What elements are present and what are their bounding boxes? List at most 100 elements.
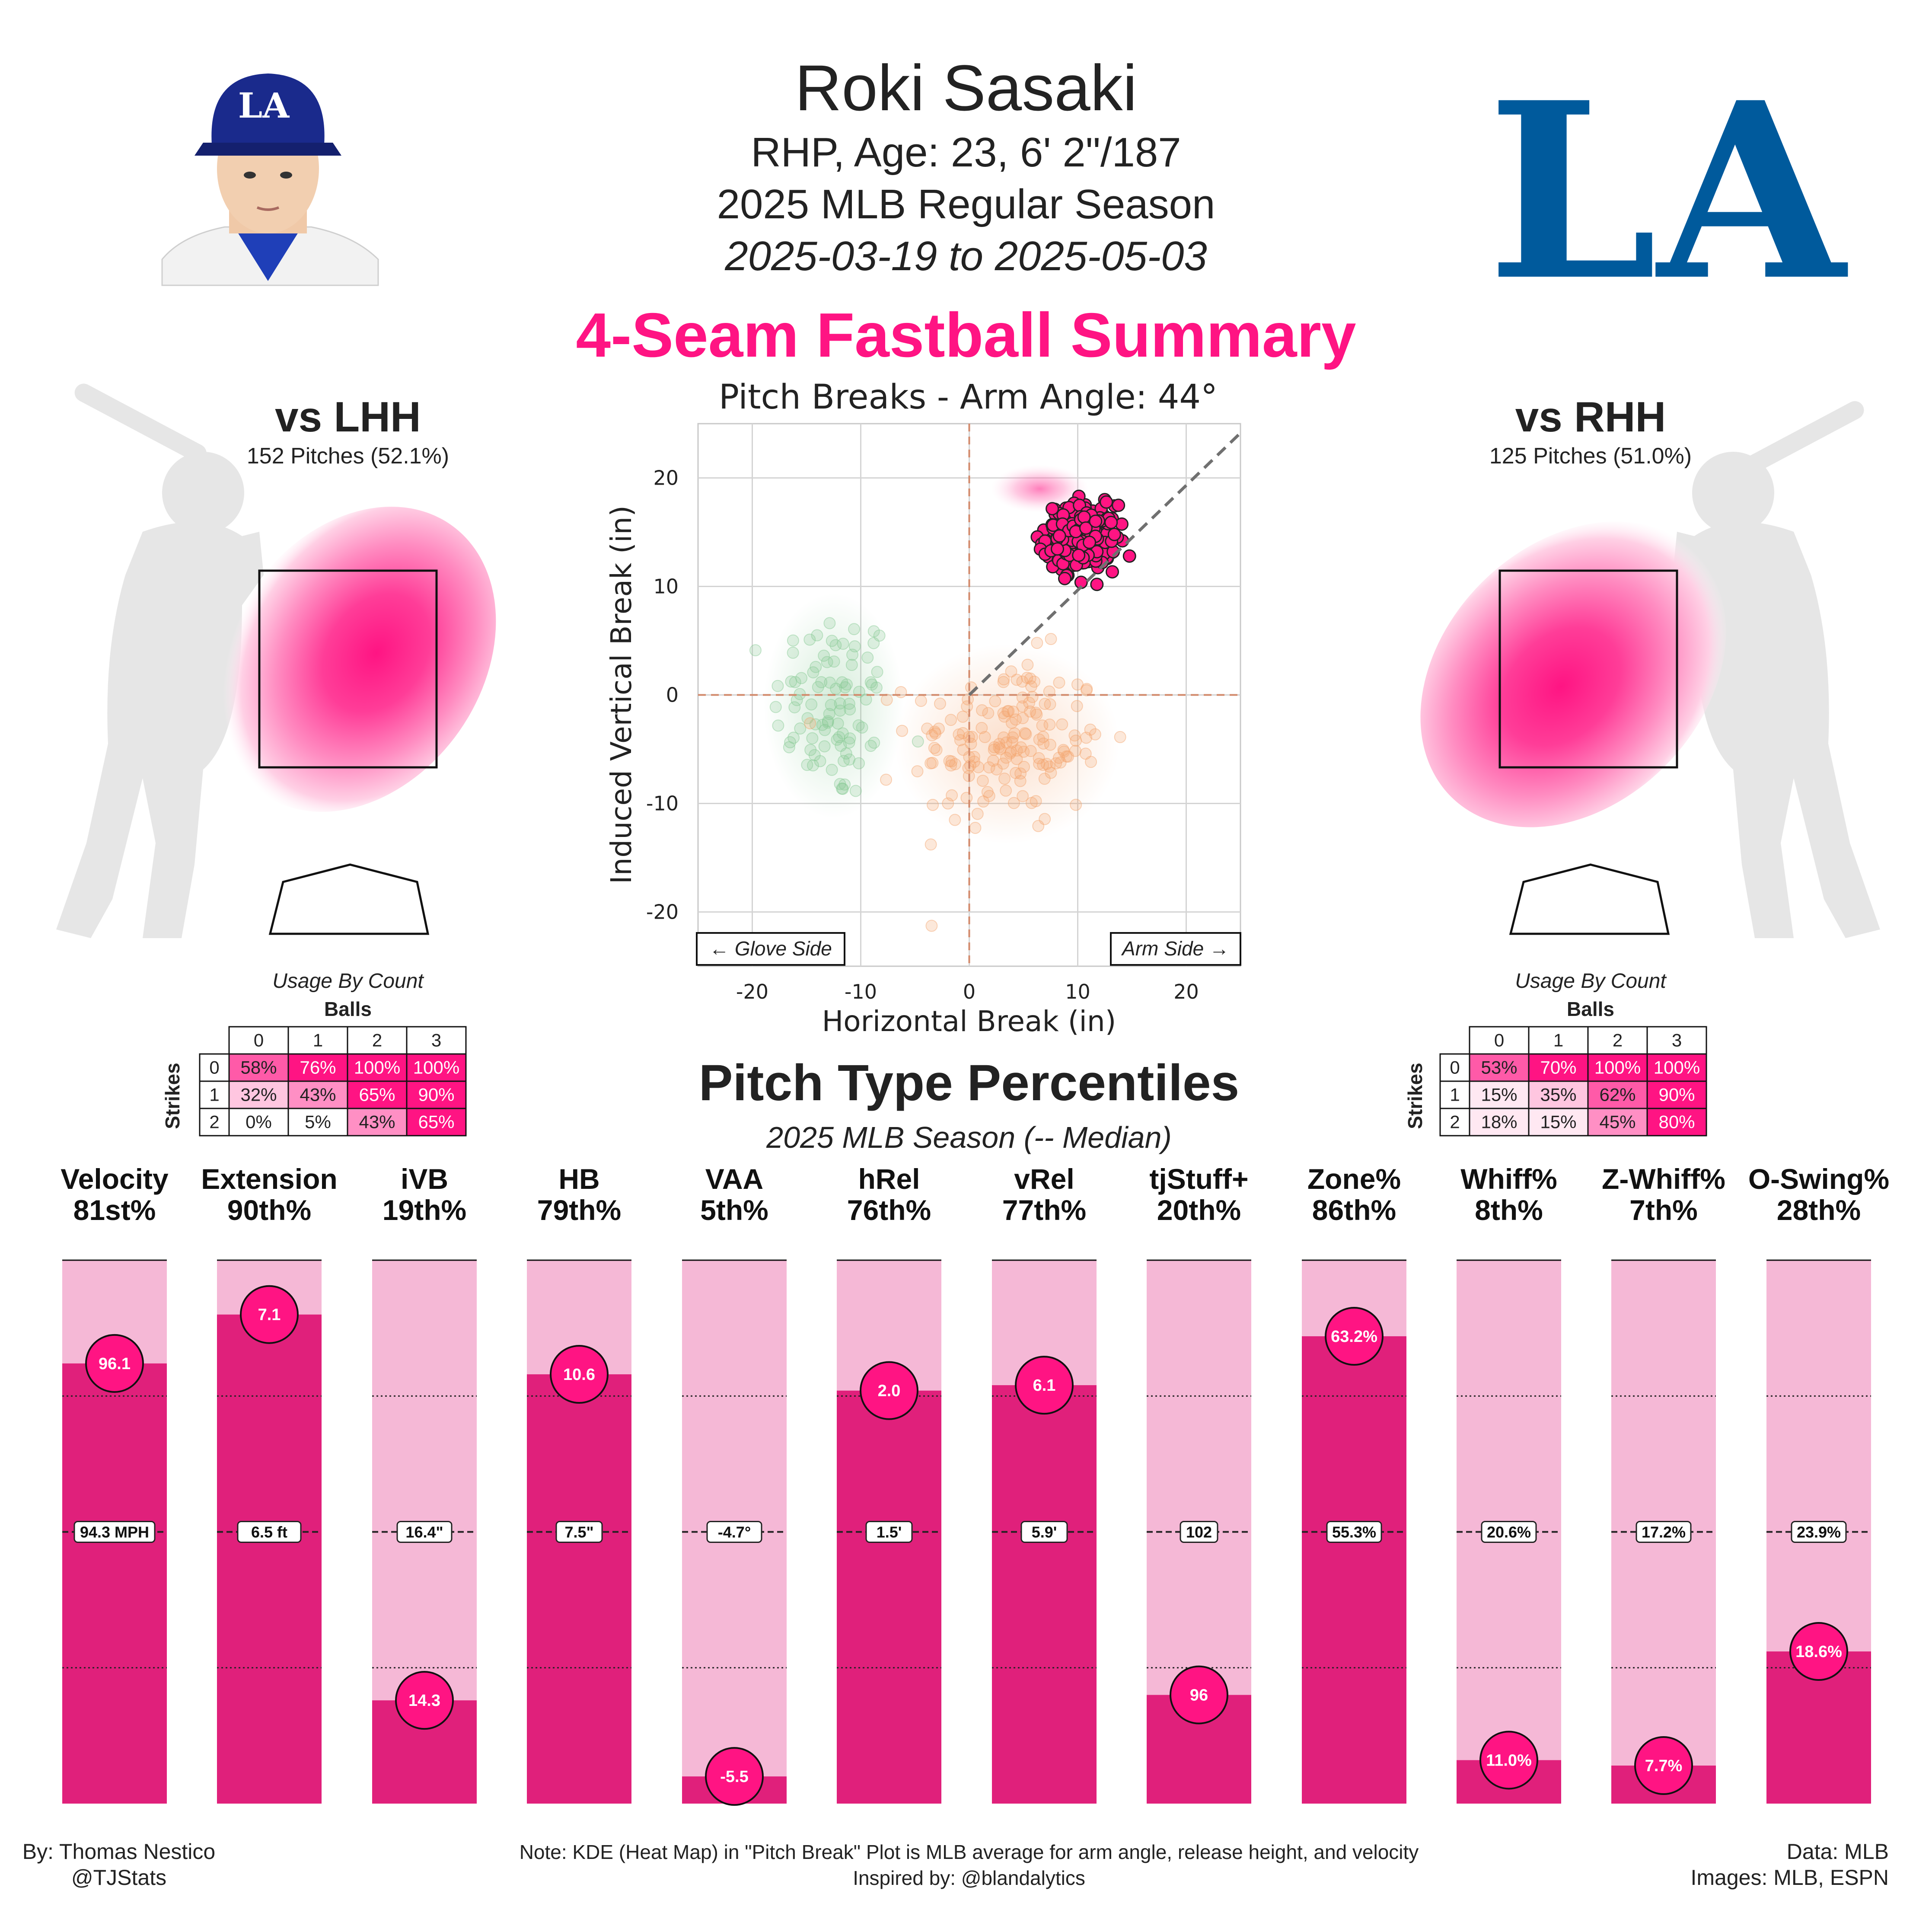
scatter-point-fastball: [1112, 498, 1125, 512]
scatter-point-other: [1005, 716, 1018, 729]
scatter-point-other: [1000, 784, 1012, 797]
usage-balls-tick: 2: [372, 1030, 382, 1050]
scatter-point-other: [1033, 733, 1046, 746]
scatter-point-other: [1025, 680, 1038, 693]
scatter-point-other: [809, 718, 822, 731]
scatter-points: [749, 489, 1136, 932]
metric-percentile: 79th%: [537, 1194, 621, 1226]
scatter-point-other: [825, 699, 837, 711]
scatter-point-other: [1080, 731, 1093, 744]
scatter-point-other: [925, 757, 937, 770]
scatter-point-other: [836, 676, 848, 689]
usage-cell: [1469, 1108, 1530, 1137]
usage-cell-value: 76%: [300, 1057, 336, 1077]
scatter-point-other: [1017, 712, 1029, 725]
rhh-usage-title: Usage By Count: [1515, 970, 1667, 993]
scatter-point-other: [843, 736, 855, 749]
scatter-point-other: [1044, 698, 1056, 711]
bar-fill: [1302, 1336, 1406, 1804]
scatter-point-other: [1018, 760, 1030, 773]
scatter-point-other: [826, 763, 838, 776]
scatter-point-other: [1039, 813, 1051, 825]
scatter-point-other: [1071, 700, 1083, 712]
scatter-point-other: [836, 782, 849, 795]
lhh-usage-table: 0 1 2 3 0 58% 76% 100% 100% 1 32% 43% 65% 90% 2 0% 5% 43%…: [199, 1026, 467, 1137]
scatter-point-other: [1005, 665, 1017, 678]
scatter-point-other: [994, 743, 1007, 755]
arm-side-box: Arm Side →: [1110, 932, 1241, 966]
mlb-average-kde: [991, 465, 1089, 513]
usage-cell: [347, 1080, 408, 1109]
scatter-ylabel: Induced Vertical Break (in): [605, 505, 638, 884]
scatter-point-fastball: [1077, 510, 1091, 524]
rhh-pitch-count: 125 Pitches (51.0%): [1489, 444, 1692, 469]
scatter-point-other: [829, 639, 842, 651]
scatter-point-other: [861, 651, 874, 664]
metric-name: Extension: [201, 1163, 337, 1195]
scatter-point-other: [801, 759, 813, 771]
scatter-point-other: [1030, 795, 1042, 808]
scatter-point-other: [873, 629, 886, 642]
pitch-value-marker: [1479, 1731, 1538, 1790]
scatter-density-clouds: [764, 465, 1120, 844]
usage-cell-value: 65%: [359, 1084, 395, 1105]
usage-cell-value: 18%: [1481, 1111, 1517, 1132]
usage-strikes-tick: 0: [1450, 1057, 1460, 1077]
scatter-point-other: [783, 741, 795, 754]
scatter-point-other: [977, 795, 990, 808]
scatter-point-other: [1008, 727, 1021, 740]
scatter-point-other: [811, 629, 823, 642]
scatter-point-other: [840, 747, 852, 760]
scatter-xlabel: Horizontal Break (in): [822, 1005, 1116, 1038]
pitch-value: 10.6: [563, 1366, 595, 1384]
scatter-point-other: [942, 797, 954, 810]
metric-name: VAA: [705, 1163, 763, 1195]
glove-side-label: ← Glove Side: [709, 937, 832, 960]
pitch-title: 4-Seam Fastball Summary: [576, 300, 1356, 370]
scatter-point-fastball: [1079, 521, 1093, 535]
scatter-point-other: [1028, 675, 1041, 688]
scatter-point-other: [911, 765, 924, 778]
scatter-point-other: [834, 704, 846, 717]
x-tick-label: -20: [736, 980, 768, 1003]
team-logo: LA: [1487, 50, 1850, 334]
rhh-balls-label: Balls: [1567, 998, 1614, 1020]
scatter-point-other: [772, 719, 784, 732]
y-tick-label: 20: [653, 466, 679, 490]
scatter-point-other: [844, 732, 856, 745]
lhh-pitch-count: 152 Pitches (52.1%): [247, 444, 449, 469]
scatter-point-other: [1004, 747, 1017, 760]
usage-cell: [1646, 1108, 1707, 1137]
scatter-point-other: [843, 697, 855, 710]
scatter-point-other: [818, 740, 831, 753]
scatter-point-other: [818, 649, 830, 662]
scatter-point-other: [1017, 745, 1030, 758]
scatter-point-other: [1045, 766, 1057, 779]
lhh-usage-title: Usage By Count: [272, 970, 424, 993]
lhh-batter-silhouette: [56, 383, 264, 938]
usage-cell-value: 0%: [245, 1111, 272, 1132]
scatter-point-other: [867, 625, 880, 638]
player-headshot: LA: [161, 73, 379, 286]
scatter-point-other: [839, 681, 851, 693]
scatter-point-other: [1010, 713, 1022, 726]
median-value: 102: [1186, 1523, 1212, 1541]
scatter-point-other: [1071, 678, 1084, 691]
scatter-point-other: [926, 729, 938, 741]
scatter-point-other: [794, 722, 807, 735]
pitch-value-marker: [240, 1285, 299, 1344]
scatter-point-other: [870, 681, 883, 694]
scatter-point-other: [1033, 757, 1046, 770]
usage-cell: [1469, 1053, 1530, 1082]
pitch-value: 18.6%: [1795, 1643, 1842, 1661]
scatter-point-other: [1014, 775, 1027, 787]
usage-cell-value: 65%: [418, 1111, 454, 1132]
bar-fill: [527, 1374, 631, 1804]
scatter-point-other: [1050, 757, 1062, 770]
rhh-strike-zone: [1498, 569, 1678, 769]
x-tick-label: 0: [963, 980, 976, 1003]
scatter-point-other: [1025, 797, 1038, 809]
metric-name: HB: [558, 1163, 599, 1195]
scatter-point-other: [1024, 745, 1037, 757]
